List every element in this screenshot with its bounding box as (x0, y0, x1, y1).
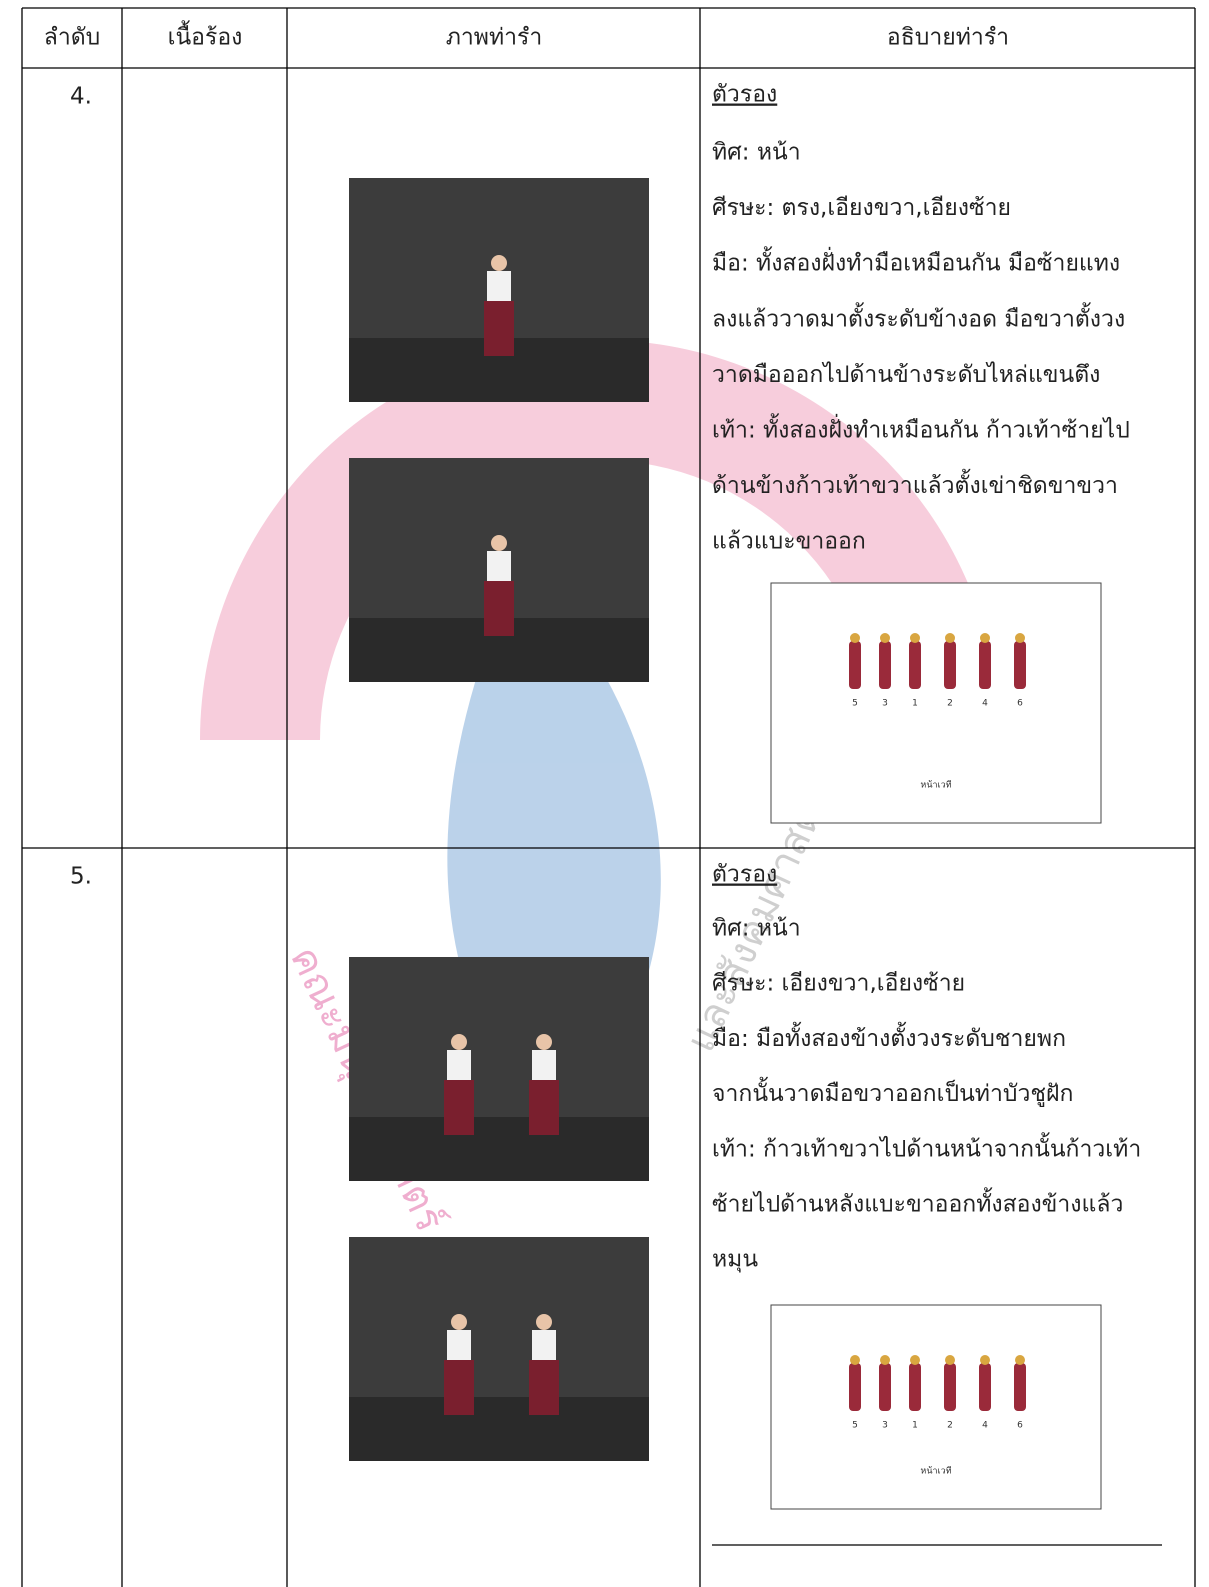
stage-position: 6 (1017, 699, 1023, 709)
dancer-pants (484, 301, 514, 356)
desc-line: เท้า: ทั้งสองฝั่งทำเหมือนกัน ก้าวเท้าซ้า… (712, 414, 1130, 444)
dancer-icon (979, 1363, 991, 1411)
dancer-pants (529, 1080, 559, 1135)
dance-photo (349, 458, 649, 682)
desc-line: หมุน (712, 1247, 758, 1273)
desc-line: ศีรษะ: ตรง,เอียงขวา,เอียงซ้าย (712, 195, 1011, 221)
dancer-icon-head (945, 1355, 955, 1365)
desc-heading: ตัวรอง (712, 82, 777, 108)
dancer-pants (444, 1080, 474, 1135)
dancer-icon-head (980, 633, 990, 643)
stage-position: 2 (947, 1421, 953, 1431)
desc-line: มือ: มือทั้งสองข้างตั้งวงระดับชายพก (712, 1022, 1066, 1052)
dancer-icon (979, 641, 991, 689)
header-cell: ลำดับ (44, 25, 101, 51)
photo-floor (349, 1117, 649, 1181)
dancer-head (491, 535, 507, 551)
stage-position: 6 (1017, 1421, 1023, 1431)
desc-line: ลงแล้ววาดมาตั้งระดับข้างอด มือขวาตั้งวง (712, 302, 1125, 332)
dancer-shirt (487, 551, 511, 581)
row-number: 5. (70, 864, 92, 890)
dancer-icon (1014, 1363, 1026, 1411)
dancer-icon-head (850, 1355, 860, 1365)
stage-position: 4 (982, 1421, 988, 1431)
dancer-shirt (532, 1330, 556, 1360)
stage-position: 5 (852, 699, 858, 709)
dancer-icon-head (1015, 633, 1025, 643)
dancer-head (536, 1034, 552, 1050)
header-cell: อธิบายท่ารำ (887, 25, 1009, 51)
table-grid (21, 7, 1196, 1587)
desc-line: ทิศ: หน้า (712, 916, 801, 942)
stage-position: 1 (912, 699, 918, 709)
dancer-icon (879, 641, 891, 689)
dancer-icon (909, 1363, 921, 1411)
dancer-icon (909, 641, 921, 689)
dance-photo (349, 957, 649, 1181)
dancer-icon-head (880, 633, 890, 643)
stage-label: หน้าเวที (920, 780, 951, 791)
dancer-icon (849, 641, 861, 689)
dancer-icon (944, 641, 956, 689)
stage-position: 3 (882, 1421, 888, 1431)
desc-heading: ตัวรอง (712, 862, 777, 888)
row-number: 4. (70, 84, 92, 110)
dancer-head (451, 1314, 467, 1330)
dancer-icon-head (945, 633, 955, 643)
dancer-shirt (447, 1050, 471, 1080)
stage-diagram (770, 582, 1102, 824)
dancer-shirt (532, 1050, 556, 1080)
dancer-icon (849, 1363, 861, 1411)
watermark-logo (200, 340, 1000, 1083)
desc-line: ซ้ายไปด้านหลังแบะขาออกทั้งสองข้างแล้ว (712, 1188, 1123, 1218)
dancer-icon-head (980, 1355, 990, 1365)
dancer-head (451, 1034, 467, 1050)
dancer-icon-head (1015, 1355, 1025, 1365)
desc-line: วาดมือออกไปด้านข้างระดับไหล่แขนตึง (712, 361, 1100, 388)
dance-photo (349, 1237, 649, 1461)
desc-line: มือ: ทั้งสองฝั่งทำมือเหมือนกัน มือซ้ายแท… (712, 247, 1120, 277)
stage-label: หน้าเวที (920, 1466, 951, 1477)
dancer-pants (484, 581, 514, 636)
desc-line: ศีรษะ: เอียงขวา,เอียงซ้าย (712, 971, 965, 997)
desc-line: ทิศ: หน้า (712, 140, 801, 166)
header-cell: เนื้อร้อง (168, 21, 243, 51)
dancer-icon-head (850, 633, 860, 643)
dance-photo (349, 178, 649, 402)
dancer-icon-head (910, 1355, 920, 1365)
header-cell: ภาพท่ารำ (446, 25, 543, 51)
stage-diagram (770, 1304, 1102, 1510)
dancer-icon-head (910, 633, 920, 643)
dancer-pants (444, 1360, 474, 1415)
dancer-icon-head (880, 1355, 890, 1365)
dancer-icon (944, 1363, 956, 1411)
desc-line: ด้านข้างก้าวเท้าขวาแล้วตั้งเข่าชิดขาขวา (712, 469, 1118, 499)
stage-position: 2 (947, 699, 953, 709)
dancer-head (536, 1314, 552, 1330)
dancer-shirt (487, 271, 511, 301)
desc-line: จากนั้นวาดมือขวาออกเป็นท่าบัวชูฝัก (712, 1077, 1073, 1107)
stage-position: 5 (852, 1421, 858, 1431)
dancer-shirt (447, 1330, 471, 1360)
photo-floor (349, 1397, 649, 1461)
dancer-icon (1014, 641, 1026, 689)
desc-line: แล้วแบะขาออก (712, 529, 866, 555)
dancer-head (491, 255, 507, 271)
dancer-icon (879, 1363, 891, 1411)
desc-line: เท้า: ก้าวเท้าขวาไปด้านหน้าจากนั้นก้าวเท… (712, 1132, 1141, 1162)
stage-position: 1 (912, 1421, 918, 1431)
stage-position: 4 (982, 699, 988, 709)
stage-position: 3 (882, 699, 888, 709)
dancer-pants (529, 1360, 559, 1415)
